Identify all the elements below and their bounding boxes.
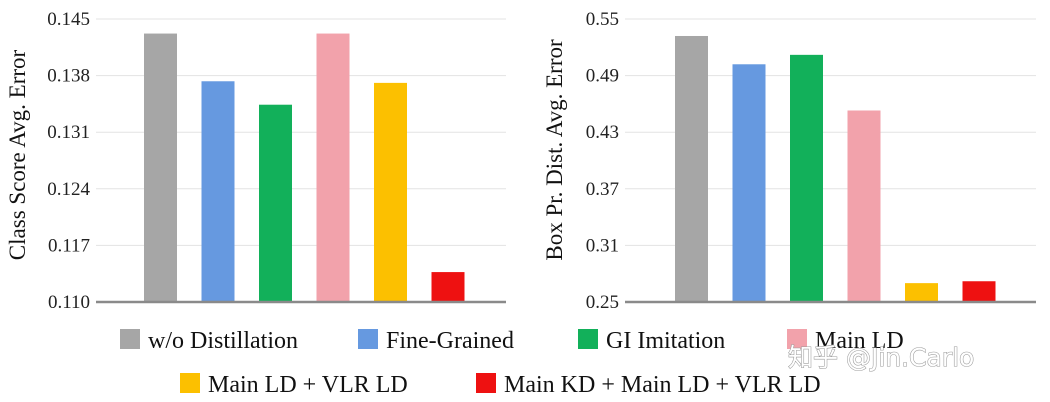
legend-label: Main KD + Main LD + VLR LD <box>504 372 821 398</box>
y-tick-label: 0.138 <box>47 66 90 87</box>
legend-swatch <box>787 329 807 349</box>
legend-label: w/o Distillation <box>148 328 298 354</box>
bar-main-ld-vlr-ld <box>374 82 407 303</box>
bar-gi-imitation <box>259 104 292 302</box>
bar-w-o-distillation <box>144 33 177 302</box>
left-chart: 0.110 0.117 0.124 0.131 0.138 0.145 Class Scor… <box>5 9 506 313</box>
legend-swatch <box>358 329 378 349</box>
bar-main-ld <box>847 110 881 303</box>
y-tick-label: 0.131 <box>47 122 90 143</box>
legend-label: Main LD <box>815 328 904 354</box>
bar-w-o-distillation <box>675 35 708 302</box>
legend-label: Main LD + VLR LD <box>208 372 408 398</box>
y-tick-label: 0.55 <box>586 9 619 30</box>
legend: w/o Distillation Fine-Grained GI Imitation… <box>120 328 904 398</box>
bar-main-ld <box>316 33 350 302</box>
y-tick-label: 0.25 <box>586 292 619 313</box>
y-tick-label: 0.145 <box>47 9 90 30</box>
y-tick-label: 0.31 <box>586 235 619 256</box>
legend-label: GI Imitation <box>606 328 725 354</box>
right-chart: 0.25 0.31 0.37 0.43 0.49 0.55 Box Pr. Dist. Av… <box>542 9 1036 313</box>
legend-swatch <box>476 373 496 393</box>
bar-main-ld-vlr-ld <box>905 283 938 302</box>
y-tick-label: 0.37 <box>586 179 619 200</box>
y-axis-label: Box Pr. Dist. Avg. Error <box>542 39 567 261</box>
y-tick-label: 0.117 <box>48 235 90 256</box>
legend-swatch <box>578 329 598 349</box>
bar-fine-grained <box>201 81 235 302</box>
y-axis-label: Class Score Avg. Error <box>5 49 30 260</box>
y-tick-label: 0.124 <box>47 179 90 200</box>
y-tick-label: 0.110 <box>48 292 90 313</box>
bar-gi-imitation <box>790 54 823 303</box>
y-tick-label: 0.43 <box>586 122 619 143</box>
legend-label: Fine-Grained <box>386 328 514 354</box>
legend-swatch <box>180 373 200 393</box>
y-tick-label: 0.49 <box>586 66 619 87</box>
bar-main-kd-main-ld-vlr-ld <box>431 272 465 302</box>
watermark: 知乎 @Jin.Carlo <box>788 343 974 372</box>
bar-main-kd-main-ld-vlr-ld <box>962 281 996 302</box>
bar-fine-grained <box>732 64 766 302</box>
legend-swatch <box>120 329 140 349</box>
